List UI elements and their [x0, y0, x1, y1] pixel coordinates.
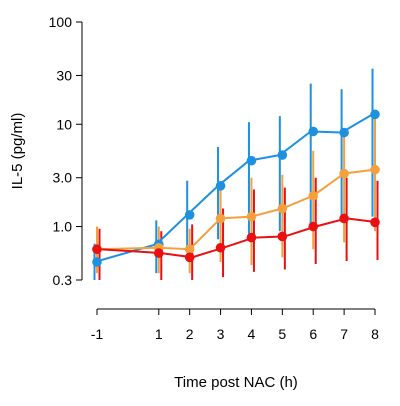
x-tick-label: 1	[155, 326, 163, 342]
series-1-line-group	[96, 168, 376, 251]
y-tick-label: 3.0	[53, 170, 73, 186]
data-point	[339, 213, 349, 224]
series-line	[94, 113, 374, 263]
data-point	[277, 150, 288, 160]
x-tick-label: 4	[248, 326, 256, 342]
y-axis-title: IL-5 (pg/ml)	[9, 113, 26, 190]
data-point	[215, 181, 226, 191]
series-line	[96, 168, 376, 251]
data-point	[153, 248, 164, 258]
data-point	[370, 109, 380, 120]
data-point	[308, 190, 319, 201]
data-point	[246, 232, 257, 243]
data-point	[370, 217, 380, 228]
data-point	[246, 211, 257, 222]
x-tick-label: 7	[340, 326, 348, 342]
x-axis: -1 1 2 3 4 5 6 7 8	[91, 308, 379, 342]
data-point	[215, 213, 226, 224]
data-point	[339, 168, 349, 179]
data-point	[92, 244, 102, 255]
series-0-line-group	[94, 113, 374, 263]
data-point	[92, 257, 102, 267]
x-tick-label: 8	[371, 326, 379, 342]
x-tick-label: 6	[309, 326, 317, 342]
y-tick-label: 0.3	[53, 272, 73, 288]
series-2-points	[92, 213, 380, 263]
data-point	[184, 210, 195, 220]
series-2-line-group	[99, 217, 378, 259]
data-point	[246, 155, 257, 166]
data-point	[277, 203, 288, 214]
x-tick-label: 3	[217, 326, 225, 342]
y-tick-label: 30	[56, 67, 72, 83]
x-tick-label: -1	[91, 326, 104, 342]
series-lines-layer	[94, 113, 378, 263]
series-2-error-bars	[98, 177, 379, 280]
y-tick-label: 10	[56, 116, 72, 132]
series-line	[99, 217, 378, 259]
data-points-layer	[92, 109, 380, 267]
data-point	[184, 244, 195, 255]
y-tick-label: 100	[49, 14, 73, 30]
x-tick-label: 5	[278, 326, 286, 342]
y-axis: 0.3 1.0 3.0 10 30 100	[49, 14, 83, 288]
x-tick-label: 2	[186, 326, 194, 342]
data-point	[277, 231, 288, 242]
data-point	[184, 252, 195, 263]
data-point	[370, 164, 380, 175]
y-tick-label: 1.0	[53, 219, 73, 235]
data-point	[308, 126, 319, 137]
data-point	[308, 221, 319, 232]
data-point	[339, 127, 349, 138]
series-0-error-bars	[93, 68, 374, 280]
x-axis-title: Time post NAC (h)	[174, 374, 298, 391]
data-point	[215, 242, 226, 253]
